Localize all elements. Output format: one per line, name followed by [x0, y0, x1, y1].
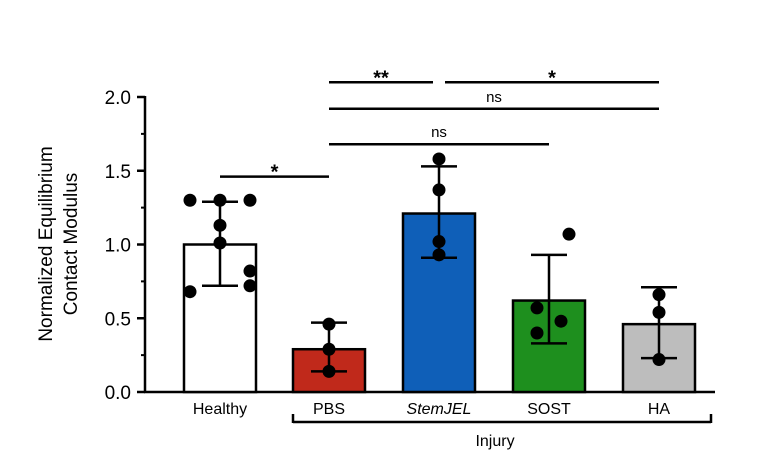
data-point [562, 227, 576, 241]
data-points [183, 152, 666, 378]
data-point [183, 285, 197, 299]
data-point [243, 193, 257, 207]
y-tick-label: 0.5 [105, 309, 131, 330]
data-point [432, 152, 446, 166]
y-tick-label: 2.0 [105, 88, 131, 109]
data-point [652, 353, 666, 367]
significance-label: * [271, 162, 279, 184]
y-tick-label: 1.0 [105, 236, 131, 257]
y-axis-label-line-2: Contact Modulus [61, 173, 82, 316]
y-tick-label: 1.5 [105, 162, 131, 183]
x-category-label: StemJEL [407, 401, 472, 418]
x-category-label: SOST [527, 401, 571, 418]
error-bars [202, 165, 677, 373]
significance-label: ns [486, 89, 502, 106]
data-point [530, 326, 544, 340]
data-point [243, 264, 257, 278]
injury-group-bracket: Injury [291, 414, 713, 450]
data-point [530, 301, 544, 315]
significance-label: ns [431, 124, 447, 141]
data-point [243, 279, 257, 293]
data-point [183, 193, 197, 207]
data-point [213, 193, 227, 207]
y-axis-label: Normalized Equilibrium Contact Modulus [36, 146, 82, 341]
x-category-label: Healthy [193, 401, 247, 418]
x-category-label: PBS [313, 401, 345, 418]
x-category-label: HA [648, 401, 671, 418]
y-tick-label: 0.0 [105, 383, 131, 404]
data-point [554, 314, 568, 328]
significance-label: * [548, 67, 556, 89]
significance-label: ** [373, 67, 389, 89]
injury-group-label: Injury [475, 433, 514, 450]
y-axis-label-line-1: Normalized Equilibrium [36, 146, 57, 341]
